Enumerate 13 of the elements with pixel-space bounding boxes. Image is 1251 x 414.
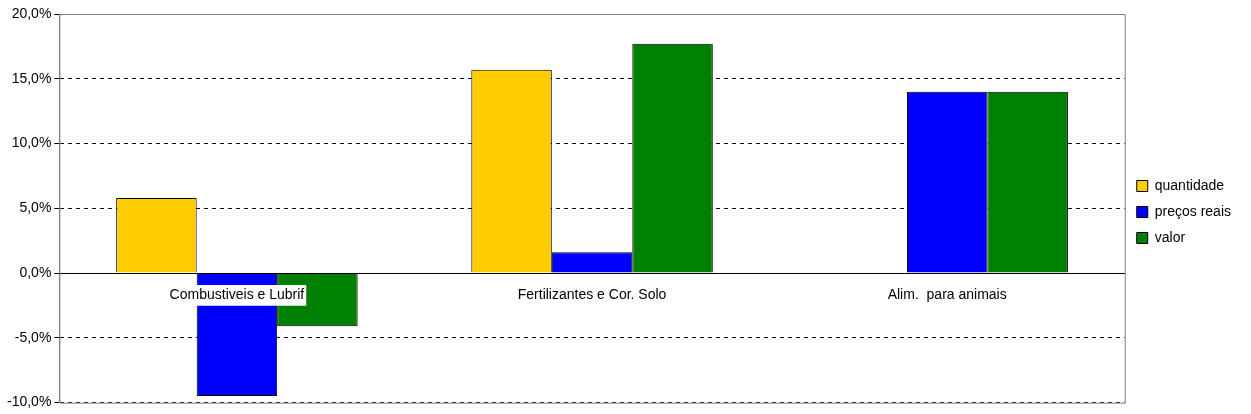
legend-label: preços reais	[1154, 202, 1232, 219]
y-tick-label: 15,0%	[11, 69, 52, 86]
y-tick-label: 0,0%	[19, 263, 52, 280]
x-tick-label: Fertilizantes e Cor. Solo	[517, 286, 667, 303]
x-tick-label: Alim. para animais	[887, 286, 1007, 303]
x-tick-label: Combustiveis e Lubrif	[169, 286, 305, 303]
y-tick-label: -5,0%	[14, 328, 52, 345]
y-tick-label: -10,0%	[7, 393, 52, 410]
y-tick-label: 5,0%	[19, 199, 52, 216]
y-tick-label: 10,0%	[11, 134, 52, 151]
legend-label: quantidade	[1154, 176, 1225, 193]
legend-label: valor	[1154, 228, 1186, 245]
y-tick-label: 20,0%	[11, 4, 52, 21]
